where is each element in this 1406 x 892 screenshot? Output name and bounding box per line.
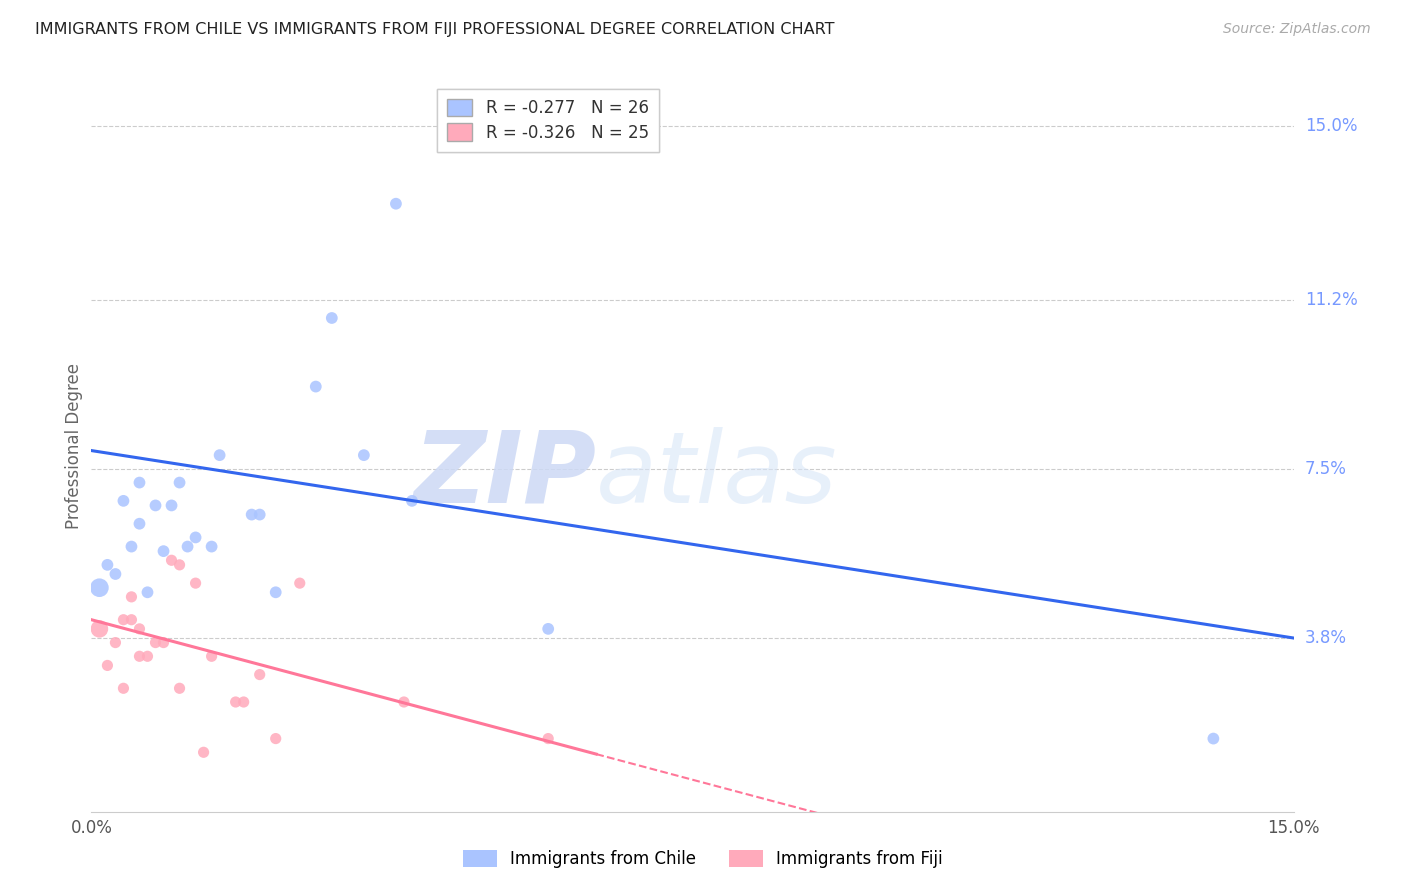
Text: ZIP: ZIP bbox=[413, 426, 596, 524]
Point bbox=[249, 667, 271, 681]
Point bbox=[121, 613, 143, 627]
Point bbox=[89, 581, 111, 595]
Point bbox=[160, 553, 183, 567]
Point bbox=[121, 590, 143, 604]
Text: IMMIGRANTS FROM CHILE VS IMMIGRANTS FROM FIJI PROFESSIONAL DEGREE CORRELATION CH: IMMIGRANTS FROM CHILE VS IMMIGRANTS FROM… bbox=[35, 22, 835, 37]
Text: 11.2%: 11.2% bbox=[1305, 291, 1357, 309]
Point bbox=[305, 379, 328, 393]
Point bbox=[193, 745, 215, 759]
Point bbox=[1202, 731, 1225, 746]
Point bbox=[208, 448, 231, 462]
Point bbox=[385, 196, 408, 211]
Point bbox=[169, 558, 191, 572]
Point bbox=[225, 695, 247, 709]
Text: 15.0%: 15.0% bbox=[1305, 117, 1357, 135]
Point bbox=[537, 622, 560, 636]
Point bbox=[392, 695, 415, 709]
Point bbox=[264, 585, 287, 599]
Text: 3.8%: 3.8% bbox=[1305, 629, 1347, 647]
Point bbox=[128, 622, 150, 636]
Point bbox=[169, 681, 191, 696]
Point bbox=[152, 635, 174, 649]
Point bbox=[152, 544, 174, 558]
Point bbox=[128, 649, 150, 664]
Point bbox=[321, 311, 343, 326]
Point bbox=[136, 585, 159, 599]
Point bbox=[184, 576, 207, 591]
Point bbox=[249, 508, 271, 522]
Point bbox=[288, 576, 311, 591]
Point bbox=[96, 658, 118, 673]
Point bbox=[240, 508, 263, 522]
Legend: Immigrants from Chile, Immigrants from Fiji: Immigrants from Chile, Immigrants from F… bbox=[457, 843, 949, 875]
Point bbox=[104, 635, 127, 649]
Point bbox=[128, 516, 150, 531]
Text: Source: ZipAtlas.com: Source: ZipAtlas.com bbox=[1223, 22, 1371, 37]
Point bbox=[264, 731, 287, 746]
Y-axis label: Professional Degree: Professional Degree bbox=[65, 363, 83, 529]
Point bbox=[537, 731, 560, 746]
Text: 7.5%: 7.5% bbox=[1305, 460, 1347, 478]
Legend: R = -0.277   N = 26, R = -0.326   N = 25: R = -0.277 N = 26, R = -0.326 N = 25 bbox=[437, 88, 659, 152]
Point bbox=[145, 499, 167, 513]
Point bbox=[136, 649, 159, 664]
Point bbox=[160, 499, 183, 513]
Point bbox=[176, 540, 198, 554]
Point bbox=[169, 475, 191, 490]
Point bbox=[401, 494, 423, 508]
Point bbox=[112, 494, 135, 508]
Point bbox=[353, 448, 375, 462]
Text: atlas: atlas bbox=[596, 426, 838, 524]
Point bbox=[89, 622, 111, 636]
Point bbox=[128, 475, 150, 490]
Point bbox=[232, 695, 254, 709]
Point bbox=[104, 567, 127, 582]
Point bbox=[112, 681, 135, 696]
Point bbox=[184, 530, 207, 544]
Point bbox=[96, 558, 118, 572]
Point bbox=[112, 613, 135, 627]
Point bbox=[121, 540, 143, 554]
Point bbox=[201, 649, 224, 664]
Point bbox=[145, 635, 167, 649]
Point bbox=[201, 540, 224, 554]
